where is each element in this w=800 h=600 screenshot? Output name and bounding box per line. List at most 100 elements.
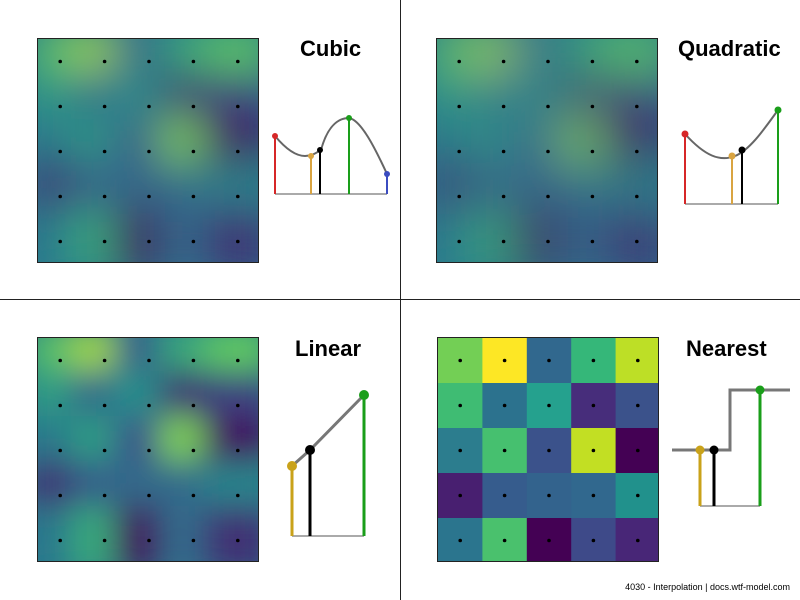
panel-cubic: Cubic: [0, 0, 400, 300]
grid-point: [236, 104, 240, 109]
grid-point: [191, 538, 196, 543]
curve-line: [274, 116, 388, 175]
grid-point: [501, 239, 506, 244]
grid-point: [636, 358, 640, 363]
grid-point: [102, 448, 107, 453]
grid-point: [591, 403, 596, 408]
grid-point: [635, 239, 639, 244]
grid-point: [591, 358, 596, 363]
grid-point: [191, 358, 196, 363]
point-black: [709, 445, 719, 455]
grid-point: [147, 194, 151, 199]
point-black: [317, 147, 323, 153]
grid-point: [147, 149, 151, 154]
grid-point: [147, 358, 151, 363]
grid-point: [236, 538, 240, 543]
point-red: [272, 133, 278, 139]
point-green: [774, 106, 782, 114]
grid-point: [191, 239, 196, 244]
grid-point: [546, 149, 550, 154]
grid-point: [102, 104, 107, 109]
grid-point: [502, 403, 507, 408]
grid-point: [147, 403, 151, 408]
grid-point: [236, 149, 240, 154]
grid-point: [236, 448, 240, 453]
panel-title-nearest: Nearest: [686, 336, 767, 361]
heatmap-nearest-svg: [438, 338, 658, 561]
curve-nearest: [672, 385, 790, 507]
grid-point: [590, 149, 595, 154]
grid-point: [147, 538, 151, 543]
grid-point: [458, 538, 462, 543]
curve-line: [291, 393, 366, 468]
panel-title-linear: Linear: [295, 336, 362, 361]
grid-point: [590, 239, 595, 244]
grid-point: [102, 403, 107, 408]
panel-title-cubic: Cubic: [300, 36, 362, 61]
panel-nearest: Nearest: [400, 300, 800, 600]
grid-point: [457, 149, 461, 154]
grid-point: [501, 104, 506, 109]
grid-point: [502, 493, 507, 498]
point-green: [359, 390, 369, 400]
grid-point: [546, 104, 550, 109]
point-orange: [308, 153, 314, 159]
grid-point: [458, 403, 462, 408]
grid-point: [102, 358, 107, 363]
curve-cubic: [272, 115, 390, 195]
grid-point: [236, 59, 240, 64]
grid-point: [502, 448, 507, 453]
point-blue: [384, 171, 390, 177]
curve-line: [672, 388, 790, 452]
point-orange: [728, 152, 736, 160]
grid-point: [457, 59, 461, 64]
panel-quadratic: Quadratic: [400, 0, 800, 300]
grid-point: [458, 448, 462, 453]
point-gold: [287, 461, 297, 471]
curve-linear: [287, 390, 369, 537]
grid-point: [58, 104, 62, 109]
grid-point: [501, 194, 506, 199]
grid-point: [591, 538, 596, 543]
grid-point: [590, 104, 595, 109]
grid-point: [635, 194, 639, 199]
grid-point: [191, 149, 196, 154]
grid-point: [547, 358, 551, 363]
vertical-divider: [400, 0, 401, 600]
grid-point: [546, 59, 550, 64]
grid-point: [591, 493, 596, 498]
grid-point: [58, 239, 62, 244]
grid-point: [147, 493, 151, 498]
heatmap-cubic-svg: [38, 39, 258, 262]
grid-point: [457, 104, 461, 109]
grid-point: [102, 149, 107, 154]
point-black: [305, 445, 315, 455]
grid-point: [590, 59, 595, 64]
grid-point: [191, 448, 196, 453]
grid-point: [102, 59, 107, 64]
grid-point: [58, 149, 62, 154]
grid-point: [546, 194, 550, 199]
grid-point: [102, 493, 107, 498]
grid-point: [147, 448, 151, 453]
grid-point: [236, 493, 240, 498]
grid-point: [102, 194, 107, 199]
grid-point: [191, 104, 196, 109]
grid-point: [458, 358, 462, 363]
grid-point: [502, 358, 507, 363]
grid-point: [547, 403, 551, 408]
grid-point: [191, 194, 196, 199]
grid-point: [58, 448, 62, 453]
grid-point: [457, 194, 461, 199]
caption: 4030 - Interpolation | docs.wtf-model.co…: [625, 582, 790, 592]
horizontal-divider: [0, 299, 800, 300]
grid-point: [58, 358, 62, 363]
grid-point: [501, 149, 506, 154]
point-black: [738, 146, 746, 154]
grid-point: [236, 403, 240, 408]
curve-line: [684, 109, 779, 160]
heatmap-cell: [203, 207, 258, 262]
grid-point: [457, 239, 461, 244]
panel-linear: Linear: [0, 300, 400, 600]
grid-point: [102, 538, 107, 543]
